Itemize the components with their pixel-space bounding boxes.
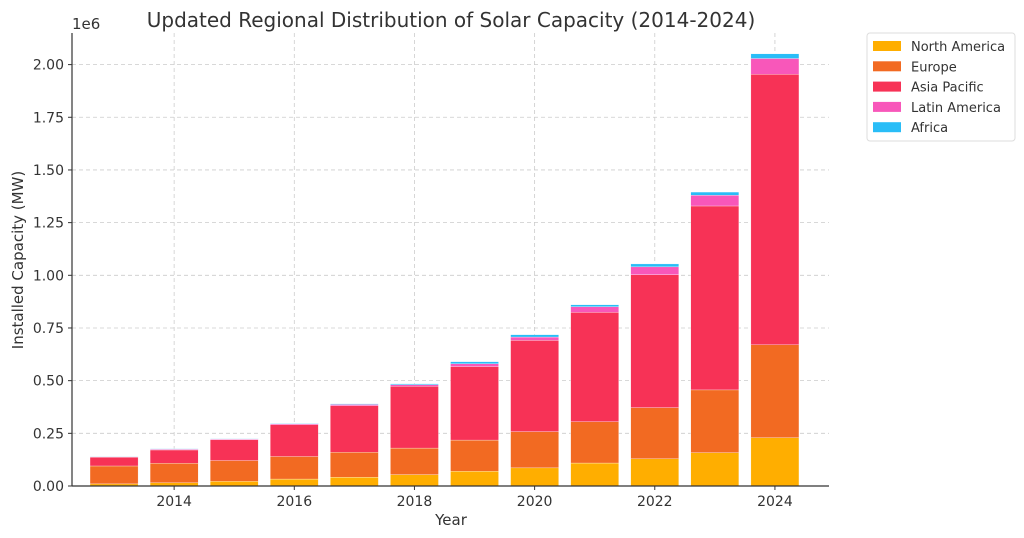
bar-africa-2019 (450, 361, 499, 364)
bar-asia-pacific-2019 (450, 366, 499, 441)
y-offset-label: 1e6 (72, 15, 100, 33)
y-tick-label: 2.00 (33, 58, 64, 74)
bar-europe-2015 (210, 460, 259, 482)
bar-africa-2017 (330, 403, 379, 405)
x-ticks: 2014 2016 2018 2020 2022 2024 (156, 486, 793, 510)
y-tick-label: 1.00 (33, 268, 64, 284)
bar-europe-2023 (690, 389, 740, 453)
bar-asia-pacific-2021 (570, 312, 619, 422)
legend-swatch (873, 101, 901, 112)
bar-europe-2013 (89, 465, 139, 485)
legend-label: Latin America (911, 101, 1001, 116)
legend-label: Europe (911, 60, 957, 75)
bar-north-america-2022 (630, 458, 679, 487)
bar-north-america-2016 (270, 478, 319, 487)
chart-title: Updated Regional Distribution of Solar C… (147, 8, 756, 32)
y-tick-label: 0.00 (33, 479, 64, 495)
bar-latin-america-2020 (510, 336, 559, 341)
bar-asia-pacific-2023 (690, 205, 740, 391)
x-tick-label: 2022 (637, 494, 673, 510)
bar-latin-america-2018 (390, 384, 439, 387)
x-axis-label: Year (434, 511, 468, 529)
x-tick-label: 2018 (397, 494, 433, 510)
bar-asia-pacific-2018 (390, 386, 439, 449)
bar-latin-america-2019 (450, 363, 499, 367)
bar-asia-pacific-2017 (330, 405, 379, 453)
bar-europe-2018 (390, 447, 439, 475)
y-tick-label: 0.75 (33, 321, 64, 337)
legend: North America Europe Asia Pacific Latin Ame… (866, 32, 1016, 142)
y-axis-label: Installed Capacity (MW) (9, 171, 27, 349)
bar-north-america-2020 (510, 467, 559, 487)
x-tick-label: 2016 (276, 494, 312, 510)
legend-swatch (873, 61, 901, 72)
bar-africa-2024 (750, 53, 800, 59)
y-tick-label: 1.50 (33, 163, 64, 179)
bar-north-america-2018 (390, 474, 439, 487)
bar-latin-america-2021 (570, 306, 619, 313)
legend-swatch (873, 81, 901, 92)
bar-europe-2021 (570, 421, 619, 464)
bar-latin-america-2023 (690, 195, 740, 207)
grid (72, 33, 829, 487)
bar-north-america-2017 (330, 477, 379, 487)
bar-africa-2021 (570, 304, 619, 307)
axes (71, 33, 829, 487)
x-tick-label: 2020 (517, 494, 553, 510)
bar-north-america-2021 (570, 462, 619, 487)
y-tick-label: 0.50 (33, 374, 64, 390)
bar-north-america-2023 (690, 452, 740, 487)
bar-asia-pacific-2016 (270, 424, 319, 457)
bar-north-america-2015 (210, 481, 259, 487)
bar-africa-2022 (630, 263, 679, 268)
bar-latin-america-2017 (330, 404, 379, 406)
bar-north-america-2024 (750, 437, 800, 487)
legend-swatch (873, 122, 901, 133)
bar-asia-pacific-2022 (630, 274, 679, 408)
bar-africa-2018 (390, 383, 439, 385)
legend-label: North America (911, 40, 1005, 55)
bar-asia-pacific-2015 (210, 439, 259, 461)
y-tick-label: 1.75 (33, 110, 64, 126)
bar-latin-america-2022 (630, 266, 679, 275)
bar-europe-2024 (750, 344, 800, 438)
legend-swatch (873, 41, 901, 51)
legend-label: Africa (911, 121, 948, 136)
bar-europe-2020 (510, 431, 559, 469)
bar-asia-pacific-2020 (510, 340, 559, 432)
x-tick-label: 2024 (757, 494, 793, 510)
bar-europe-2019 (450, 439, 499, 472)
bar-north-america-2019 (450, 471, 499, 487)
bar-europe-2022 (630, 407, 679, 459)
bar-europe-2014 (149, 463, 199, 483)
legend-box (866, 32, 1016, 142)
bar-latin-america-2024 (750, 58, 800, 75)
bar-europe-2017 (330, 452, 379, 478)
bar-africa-2020 (510, 334, 559, 338)
bar-africa-2023 (690, 191, 740, 196)
y-tick-label: 1.25 (33, 216, 64, 232)
bar-asia-pacific-2014 (149, 449, 199, 464)
bars (89, 53, 800, 487)
x-tick-label: 2014 (156, 494, 192, 510)
bar-asia-pacific-2013 (89, 456, 139, 467)
bar-asia-pacific-2024 (750, 74, 800, 345)
y-ticks: 0.00 0.25 0.50 0.75 1.00 1.25 1.50 1.75 2.00 (33, 58, 72, 495)
legend-label: Asia Pacific (911, 81, 984, 96)
bar-europe-2016 (270, 456, 319, 480)
y-tick-label: 0.25 (33, 426, 64, 442)
